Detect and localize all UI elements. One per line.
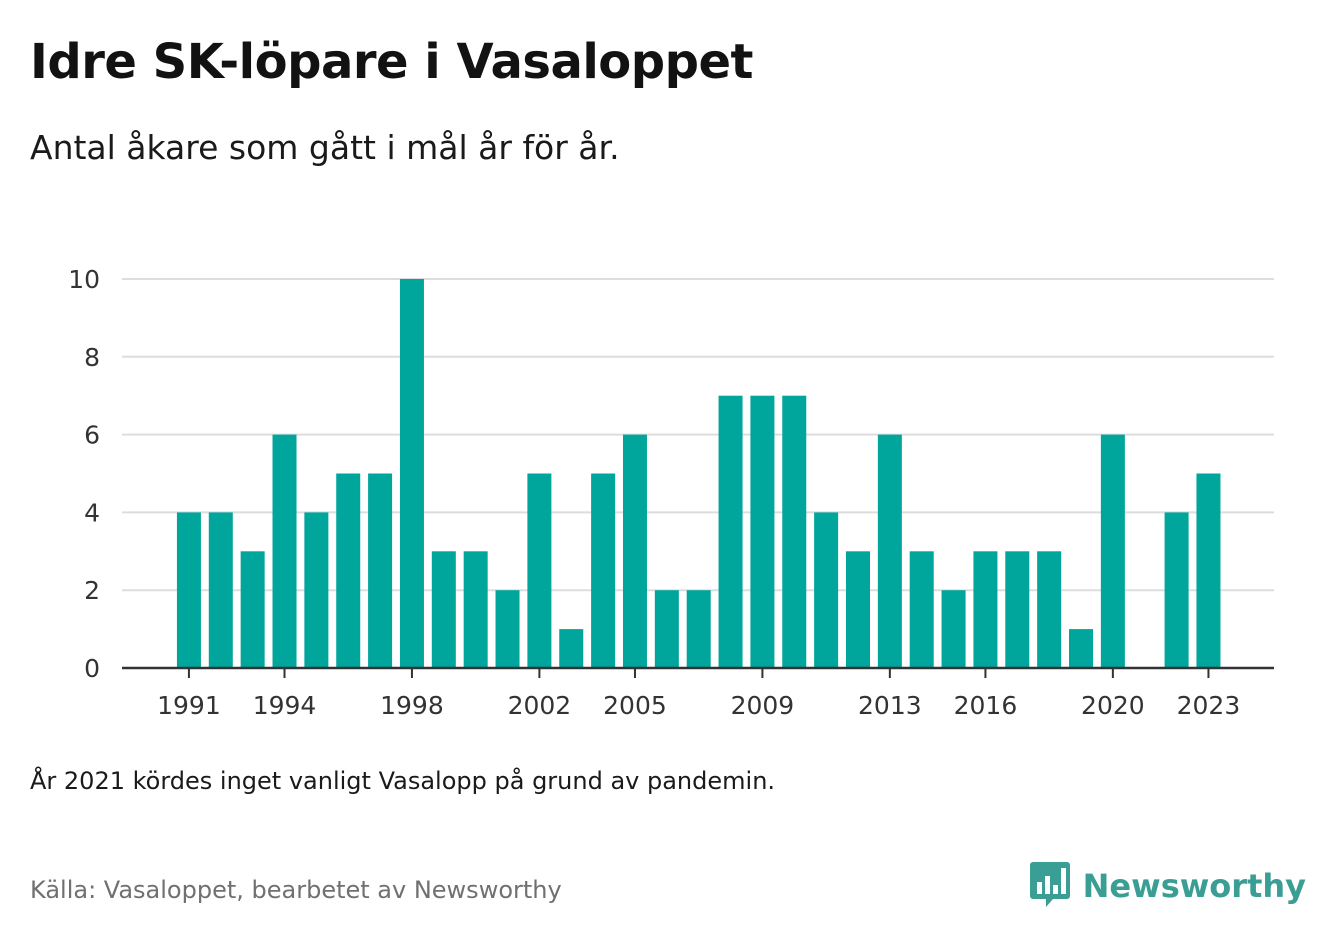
bar-1998 <box>399 279 424 668</box>
bar-2017 <box>1005 551 1030 668</box>
bar-2010 <box>782 395 807 668</box>
bar-1993 <box>240 551 265 668</box>
x-tick-label: 2023 <box>1177 691 1241 720</box>
source-text: Källa: Vasaloppet, bearbetet av Newswort… <box>30 876 562 904</box>
x-tick-label: 2020 <box>1081 691 1145 720</box>
x-tick-label: 2002 <box>508 691 572 720</box>
bar-chart: 0 2 4 6 8 10 1991 1994 1998 2002 2005 2009 2013 2016 2… <box>68 265 1274 720</box>
bar-2004 <box>591 473 616 668</box>
bar-2006 <box>654 590 679 668</box>
chart-title: Idre SK-löpare i Vasaloppet <box>30 34 753 90</box>
bar-2005 <box>622 434 647 668</box>
footnote: År 2021 kördes inget vanligt Vasalopp på… <box>30 767 776 795</box>
bar-2003 <box>559 629 584 668</box>
bar-2022 <box>1164 512 1189 668</box>
bar-1997 <box>368 473 393 668</box>
bar-2000 <box>463 551 488 668</box>
bar-2012 <box>845 551 870 668</box>
bar-2007 <box>686 590 711 668</box>
brand-name: Newsworthy <box>1082 867 1306 905</box>
y-tick-label: 6 <box>84 421 100 450</box>
bar-1992 <box>208 512 233 668</box>
bar-1991 <box>176 512 201 668</box>
y-tick-label: 8 <box>84 343 100 372</box>
bar-1996 <box>336 473 361 668</box>
bar-2001 <box>495 590 520 668</box>
bar-1995 <box>304 512 329 668</box>
bar-1999 <box>431 551 456 668</box>
y-tick-label: 0 <box>84 654 100 683</box>
bar-2023 <box>1196 473 1221 668</box>
x-tick-label: 2013 <box>858 691 922 720</box>
x-tick-label: 2005 <box>603 691 667 720</box>
bar-2020 <box>1100 434 1125 668</box>
bar-2011 <box>814 512 839 668</box>
y-tick-label: 10 <box>68 265 100 294</box>
y-tick-label: 4 <box>84 498 100 527</box>
y-tick-label: 2 <box>84 576 100 605</box>
brand-logo: Newsworthy <box>1029 860 1306 912</box>
bar-2002 <box>527 473 552 668</box>
bar-chart-speech-bubble-icon <box>1029 860 1071 912</box>
x-tick-label: 1991 <box>157 691 221 720</box>
bar-2018 <box>1037 551 1062 668</box>
bar-2015 <box>941 590 966 668</box>
bar-1994 <box>272 434 297 668</box>
bar-2008 <box>718 395 743 668</box>
x-tick-label: 1994 <box>253 691 317 720</box>
chart-subtitle: Antal åkare som gått i mål år för år. <box>30 128 620 167</box>
bar-2016 <box>973 551 998 668</box>
bar-2009 <box>750 395 775 668</box>
bar-2019 <box>1069 629 1094 668</box>
x-tick-label: 2016 <box>954 691 1018 720</box>
x-tick-label: 1998 <box>380 691 444 720</box>
bar-2014 <box>909 551 934 668</box>
bar-2013 <box>877 434 902 668</box>
bars <box>176 279 1221 668</box>
x-tick-label: 2009 <box>731 691 795 720</box>
axes: 0 2 4 6 8 10 1991 1994 1998 2002 2005 2009 2013 2016 2… <box>68 265 1274 720</box>
